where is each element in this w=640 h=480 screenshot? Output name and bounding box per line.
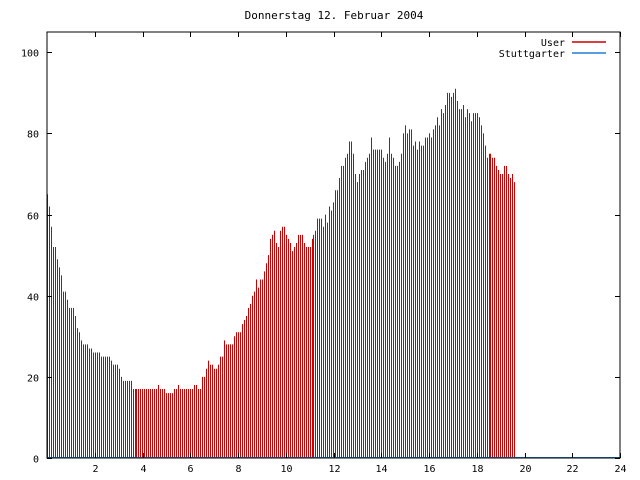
x-tick-label: 2 [92, 464, 98, 475]
chart-title: Donnerstag 12. Februar 2004 [245, 9, 424, 22]
y-tick-label: 80 [27, 130, 39, 141]
user-bars [47, 88, 515, 458]
x-tick-label: 20 [519, 464, 531, 475]
y-tick-label: 0 [33, 455, 39, 466]
x-tick-label: 6 [187, 464, 193, 475]
x-tick-label: 24 [614, 464, 626, 475]
y-tick-label: 40 [27, 293, 39, 304]
x-tick-label: 18 [471, 464, 483, 475]
x-tick-label: 4 [140, 464, 146, 475]
x-tick-label: 12 [328, 464, 340, 475]
y-tick-label: 20 [27, 374, 39, 385]
plot-frame [46, 31, 621, 459]
legend-stuttgarter-label: Stuttgarter [499, 49, 565, 60]
x-tick-label: 8 [235, 464, 241, 475]
legend: User Stuttgarter [499, 38, 606, 60]
x-tick-label: 22 [566, 464, 578, 475]
y-tick-label: 60 [27, 212, 39, 223]
legend-user-label: User [541, 38, 565, 49]
x-tick-label: 10 [280, 464, 292, 475]
x-tick-label: 16 [423, 464, 435, 475]
y-tick-label: 100 [21, 49, 39, 60]
x-tick-label: 14 [375, 464, 387, 475]
